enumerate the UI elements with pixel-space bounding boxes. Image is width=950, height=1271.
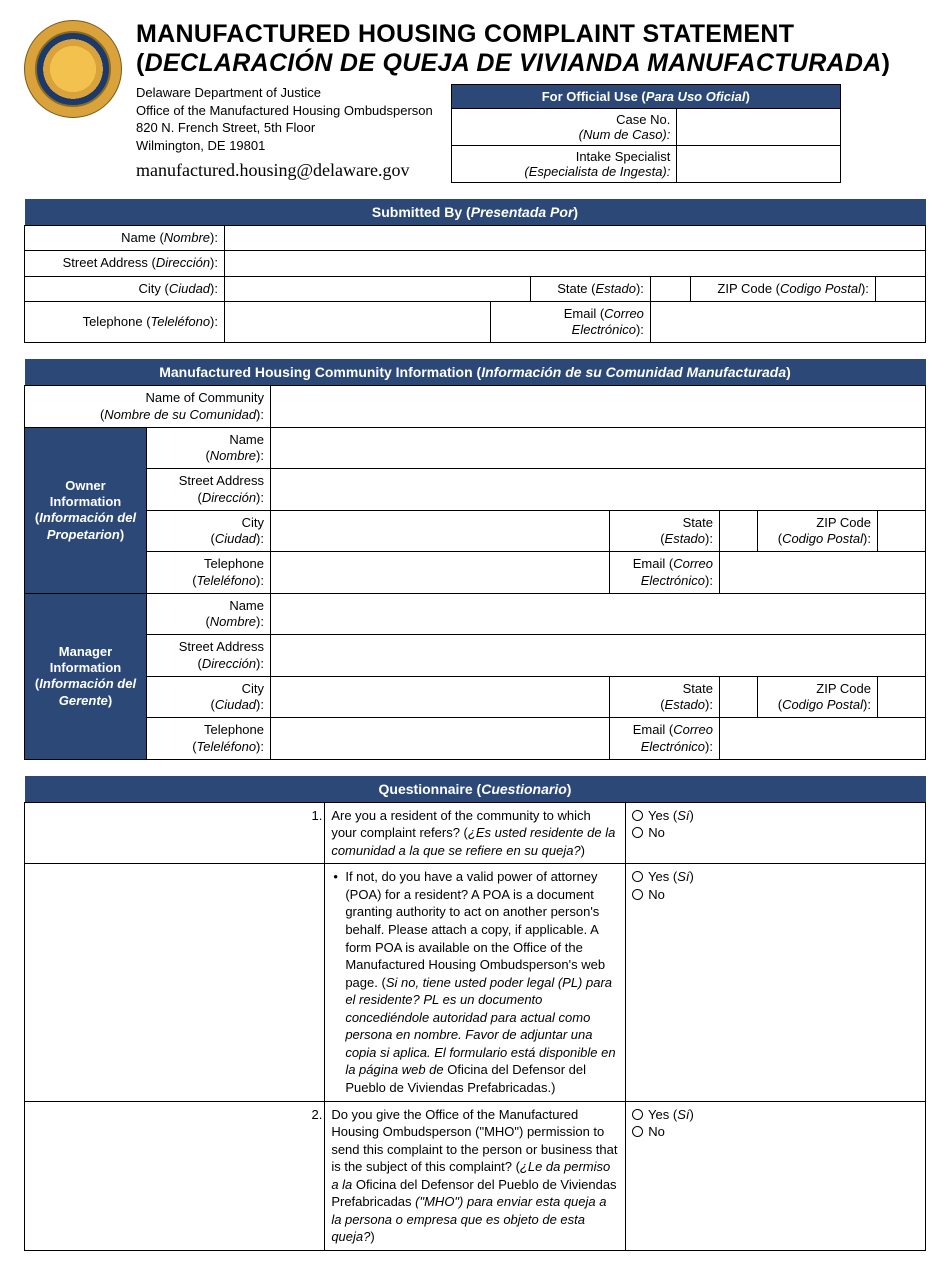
owner-state-input[interactable] bbox=[719, 510, 757, 552]
title-line1: MANUFACTURED HOUSING COMPLAINT STATEMENT bbox=[136, 20, 794, 48]
community-header: Manufactured Housing Community Informati… bbox=[25, 359, 926, 386]
official-use-header: For Official Use (Para Uso Oficial) bbox=[451, 85, 840, 109]
state-input[interactable] bbox=[650, 276, 690, 301]
header: MANUFACTURED HOUSING COMPLAINT STATEMENT… bbox=[24, 20, 926, 183]
agency-dept: Delaware Department of Justice bbox=[136, 84, 433, 102]
case-no-label: Case No.(Num de Caso): bbox=[451, 109, 677, 146]
agency-address: Delaware Department of Justice Office of… bbox=[136, 84, 433, 182]
state-label: State (Estado): bbox=[530, 276, 650, 301]
owner-name-label: Name(Nombre): bbox=[147, 427, 271, 469]
manager-side-label: Manager Information (Información del Ger… bbox=[25, 593, 147, 759]
city-label: City (Ciudad): bbox=[25, 276, 225, 301]
mgr-tel-input[interactable] bbox=[271, 718, 610, 760]
q1a-text: If not, do you have a valid power of att… bbox=[325, 864, 625, 1101]
mgr-state-label: State(Estado): bbox=[609, 676, 719, 718]
mgr-email-label: Email (CorreoElectrónico): bbox=[609, 718, 719, 760]
state-seal-icon bbox=[24, 20, 122, 118]
name-input[interactable] bbox=[225, 226, 926, 251]
zip-label: ZIP Code (Codigo Postal): bbox=[690, 276, 875, 301]
community-name-label: Name of Community (Nombre de su Comunida… bbox=[25, 386, 271, 428]
owner-state-label: State(Estado): bbox=[609, 510, 719, 552]
q2-yes-radio[interactable] bbox=[632, 1109, 643, 1120]
q2-answers: Yes (Sí) No bbox=[625, 1101, 925, 1250]
owner-street-input[interactable] bbox=[271, 469, 926, 511]
owner-tel-input[interactable] bbox=[271, 552, 610, 594]
official-use-box: For Official Use (Para Uso Oficial) Case… bbox=[451, 84, 841, 183]
zip-input[interactable] bbox=[875, 276, 925, 301]
case-no-input[interactable] bbox=[677, 109, 840, 146]
q1-yes-radio[interactable] bbox=[632, 810, 643, 821]
q1a-yes-radio[interactable] bbox=[632, 871, 643, 882]
title-paren-open: ( bbox=[136, 49, 145, 77]
tel-input[interactable] bbox=[225, 301, 491, 343]
community-info-table: Manufactured Housing Community Informati… bbox=[24, 359, 926, 760]
mgr-tel-label: Telephone(Teleléfono): bbox=[147, 718, 271, 760]
mgr-state-input[interactable] bbox=[719, 676, 757, 718]
mgr-city-input[interactable] bbox=[271, 676, 610, 718]
questionnaire-table: Questionnaire (Cuestionario) 1. Are you … bbox=[24, 776, 926, 1251]
street-label: Street Address (Dirección): bbox=[25, 251, 225, 276]
city-input[interactable] bbox=[225, 276, 531, 301]
title-paren-close: ) bbox=[882, 49, 891, 77]
owner-city-label: City(Ciudad): bbox=[147, 510, 271, 552]
email-label: Email (Correo Electrónico): bbox=[490, 301, 650, 343]
q2-text: Do you give the Office of the Manufactur… bbox=[325, 1101, 625, 1250]
q1-no-radio[interactable] bbox=[632, 827, 643, 838]
owner-tel-label: Telephone(Teleléfono): bbox=[147, 552, 271, 594]
mgr-name-label: Name(Nombre): bbox=[147, 593, 271, 635]
owner-zip-input[interactable] bbox=[877, 510, 925, 552]
submitted-by-header: Submitted By (Presentada Por) bbox=[25, 199, 926, 226]
email-input[interactable] bbox=[650, 301, 925, 343]
owner-side-label: Owner Information (Información del Prope… bbox=[25, 427, 147, 593]
q1a-number bbox=[25, 864, 325, 1101]
agency-street: 820 N. French Street, 5th Floor bbox=[136, 119, 433, 137]
mgr-email-input[interactable] bbox=[719, 718, 925, 760]
submitted-by-table: Submitted By (Presentada Por) Name (Nomb… bbox=[24, 199, 926, 343]
mgr-zip-label: ZIP Code(Codigo Postal): bbox=[757, 676, 877, 718]
owner-name-input[interactable] bbox=[271, 427, 926, 469]
title-line2-es: DECLARACIÓN DE QUEJA DE VIVIANDA MANUFAC… bbox=[145, 49, 882, 77]
mgr-city-label: City(Ciudad): bbox=[147, 676, 271, 718]
q1-number: 1. bbox=[25, 802, 325, 864]
q2-no-radio[interactable] bbox=[632, 1126, 643, 1137]
q1a-answers: Yes (Sí) No bbox=[625, 864, 925, 1101]
page-title: MANUFACTURED HOUSING COMPLAINT STATEMENT… bbox=[136, 20, 926, 78]
owner-zip-label: ZIP Code(Codigo Postal): bbox=[757, 510, 877, 552]
title-block: MANUFACTURED HOUSING COMPLAINT STATEMENT… bbox=[136, 20, 926, 183]
tel-label: Telephone (Teleléfono): bbox=[25, 301, 225, 343]
owner-street-label: Street Address(Dirección): bbox=[147, 469, 271, 511]
community-name-input[interactable] bbox=[271, 386, 926, 428]
agency-email: manufactured.housing@delaware.gov bbox=[136, 158, 433, 182]
q1-text: Are you a resident of the community to w… bbox=[325, 802, 625, 864]
mgr-zip-input[interactable] bbox=[877, 676, 925, 718]
q2-number: 2. bbox=[25, 1101, 325, 1250]
q1a-no-radio[interactable] bbox=[632, 889, 643, 900]
q1-answers: Yes (Sí) No bbox=[625, 802, 925, 864]
street-input[interactable] bbox=[225, 251, 926, 276]
questionnaire-header: Questionnaire (Cuestionario) bbox=[25, 776, 926, 803]
agency-office: Office of the Manufactured Housing Ombud… bbox=[136, 102, 433, 120]
intake-label: Intake Specialist(Especialista de Ingest… bbox=[451, 146, 677, 183]
mgr-name-input[interactable] bbox=[271, 593, 926, 635]
name-label: Name (Nombre): bbox=[25, 226, 225, 251]
mgr-street-label: Street Address(Dirección): bbox=[147, 635, 271, 677]
intake-input[interactable] bbox=[677, 146, 840, 183]
owner-email-label: Email (CorreoElectrónico): bbox=[609, 552, 719, 594]
owner-email-input[interactable] bbox=[719, 552, 925, 594]
mgr-street-input[interactable] bbox=[271, 635, 926, 677]
agency-city: Wilmington, DE 19801 bbox=[136, 137, 433, 155]
owner-city-input[interactable] bbox=[271, 510, 610, 552]
